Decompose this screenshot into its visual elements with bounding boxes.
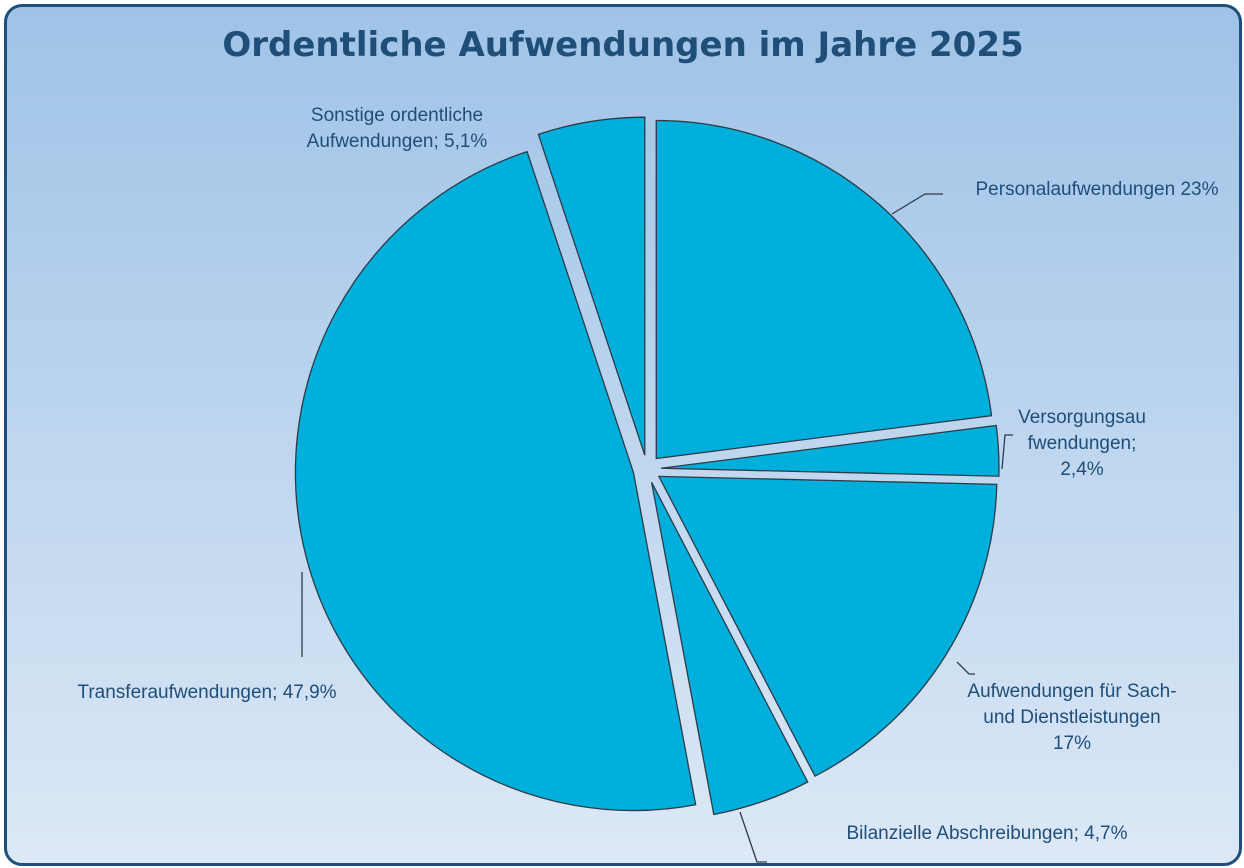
slice-label: Transferaufwendungen; 47,9% (67, 680, 347, 706)
slice-label: Bilanzielle Abschreibungen; 4,7% (787, 821, 1187, 847)
leader-line (1001, 434, 1013, 470)
pie-slice (537, 116, 646, 456)
category-label: Aufwendungen für Sach- und Dienstleistun… (967, 681, 1177, 728)
chart-frame: Ordentliche Aufwendungen im Jahre 2025 P… (4, 4, 1242, 866)
chart-title: Ordentliche Aufwendungen im Jahre 2025 (222, 25, 1024, 65)
pie-slice (657, 475, 998, 778)
category-label: Transferaufwendungen; (77, 682, 278, 703)
pie-slice (655, 119, 993, 460)
slice-label: Sonstige ordentliche Aufwendungen; 5,1% (277, 103, 517, 155)
pie-slice (660, 424, 1000, 477)
pie-slice (650, 481, 809, 816)
category-label: Versorgungsaufwendungen; (1018, 407, 1146, 454)
value-label: 17% (1052, 733, 1092, 754)
leader-lines (301, 193, 1013, 863)
slice-label: Versorgungsaufwendungen; 2,4% (1018, 405, 1146, 483)
value-label: 2,4% (1060, 459, 1104, 480)
pie-slice (294, 150, 697, 812)
leader-line (739, 811, 767, 863)
slice-label: Personalaufwendungen 23% (962, 177, 1232, 203)
value-label: 23% (1180, 179, 1219, 200)
value-label: 5,1% (444, 131, 488, 152)
value-label: 4,7% (1084, 823, 1128, 844)
value-label: 47,9% (282, 682, 337, 703)
category-label: Sonstige ordentliche Aufwendungen; (306, 105, 484, 152)
leader-line (891, 193, 943, 215)
category-label: Bilanzielle Abschreibungen; (846, 823, 1079, 844)
slice-label: Aufwendungen für Sach- und Dienstleistun… (967, 679, 1177, 757)
leader-line (956, 661, 975, 675)
category-label: Personalaufwendungen (975, 179, 1176, 200)
pie (294, 116, 1013, 863)
